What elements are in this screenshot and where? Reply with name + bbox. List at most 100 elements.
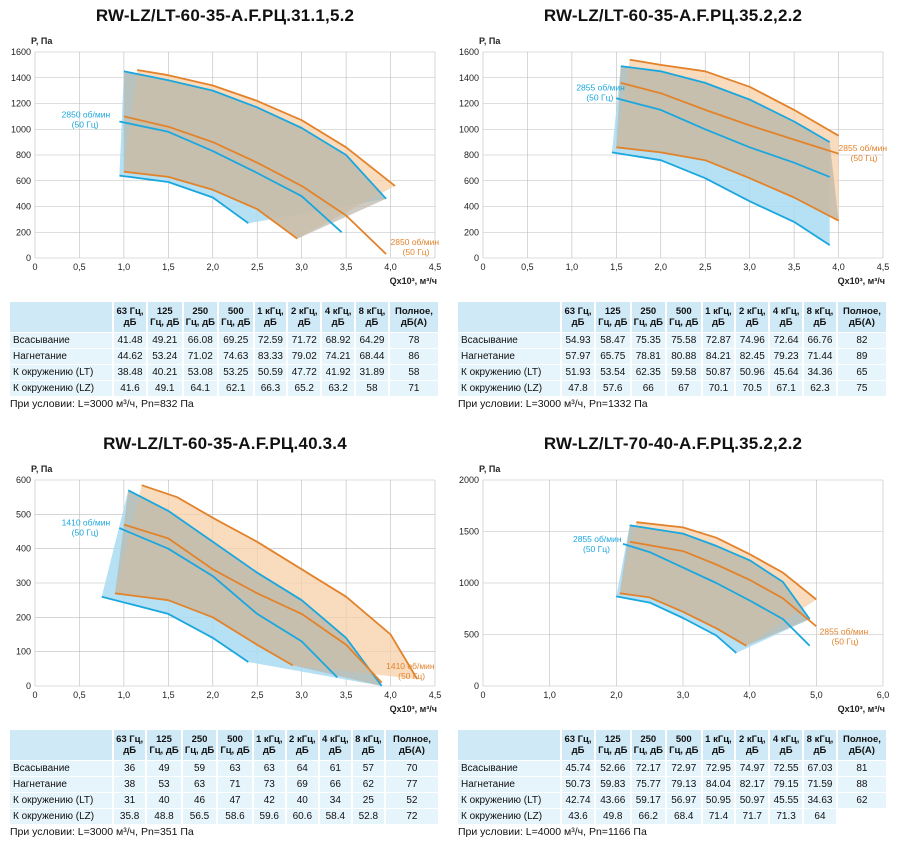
table-cell: 78.81 bbox=[631, 348, 667, 364]
table-cell: 68.4 bbox=[667, 808, 703, 824]
table-header: 250 Гц, дБ bbox=[631, 302, 667, 332]
table-cell: 84.21 bbox=[702, 348, 737, 364]
table-cell: 71.59 bbox=[804, 776, 838, 792]
table-cell: 47 bbox=[218, 792, 254, 808]
table-cell: 71 bbox=[218, 776, 254, 792]
table-cell: 63 bbox=[253, 760, 287, 776]
table-cell: 74.96 bbox=[736, 332, 771, 348]
table-cell: 72.55 bbox=[770, 760, 805, 776]
x-tick-label: 1,0 bbox=[566, 262, 579, 272]
table-row: К окружению (LZ) 35.8 48.8 56.5 58.6 59.6 60.6… bbox=[10, 808, 440, 824]
acoustic-table: 63 Гц, дБ 125 Гц, дБ 250 Гц, дБ 500 Гц, дБ 1… bbox=[458, 302, 888, 396]
y-tick-label: 0 bbox=[26, 681, 31, 691]
condition-note: При условии: L=3000 м³/ч, Pn=832 Па bbox=[10, 398, 194, 410]
orange-freq-label: (50 Гц) bbox=[403, 247, 430, 257]
table-cell: 75.77 bbox=[631, 776, 667, 792]
x-tick-label: 1,5 bbox=[162, 262, 175, 272]
table-cell: 42 bbox=[253, 792, 287, 808]
table-cell: 75.58 bbox=[667, 332, 703, 348]
x-tick-label: 3,0 bbox=[295, 262, 308, 272]
chart-title: RW-LZ/LT-60-35-A.F.РЦ.35.2,2.2 bbox=[543, 6, 803, 25]
table-cell: 65.75 bbox=[596, 348, 632, 364]
table-cell: 52 bbox=[385, 792, 440, 808]
row-label: К окружению (LT) bbox=[10, 792, 114, 808]
y-tick-label: 800 bbox=[16, 150, 31, 160]
table-cell: 50.95 bbox=[702, 792, 737, 808]
table-cell: 62.1 bbox=[219, 380, 255, 396]
x-axis-label: Qx10³, м³/ч bbox=[390, 276, 437, 286]
table-cell: 74.21 bbox=[322, 348, 357, 364]
condition-note: При условии: L=3000 м³/ч, Pn=1332 Па bbox=[458, 398, 648, 410]
table-corner bbox=[10, 302, 114, 332]
orange-freq-label: (50 Гц) bbox=[851, 153, 878, 163]
x-tick-label: 2,0 bbox=[610, 690, 623, 700]
table-cell: 77 bbox=[385, 776, 440, 792]
table-cell: 78 bbox=[389, 332, 440, 348]
orange-curve-1 bbox=[141, 484, 418, 680]
chart-panel-4: RW-LZ/LT-70-40-A.F.РЦ.35.2,2.2 0 1,0 2,0 3,… bbox=[458, 428, 889, 838]
table-row: Нагнетание 50.73 59.83 75.77 79.13 84.04 82.17… bbox=[458, 776, 888, 792]
table-cell: 41.6 bbox=[114, 380, 148, 396]
table-header: 8 кГц, дБ bbox=[804, 302, 838, 332]
table-cell: 72.17 bbox=[631, 760, 667, 776]
table-cell: 59.17 bbox=[631, 792, 667, 808]
table-cell: 35.8 bbox=[114, 808, 148, 824]
table-cell: 63 bbox=[218, 760, 254, 776]
table-cell: 45.64 bbox=[770, 364, 805, 380]
table-row: Нагнетание 44.62 53.24 71.02 74.63 83.33 79.02… bbox=[10, 348, 440, 364]
blue-speed-label: 2850 об/мин bbox=[62, 110, 111, 120]
table-cell: 62 bbox=[837, 792, 888, 808]
table-header: 2 кГц, дБ bbox=[736, 730, 771, 760]
y-tick-label: 1400 bbox=[11, 73, 31, 83]
x-tick-label: 4,5 bbox=[877, 262, 890, 272]
x-tick-label: 0 bbox=[32, 690, 37, 700]
table-cell: 34.63 bbox=[804, 792, 838, 808]
table-row: К окружению (LZ) 43.6 49.8 66.2 68.4 71.4 71.7… bbox=[458, 808, 888, 824]
table-cell: 89 bbox=[837, 348, 888, 364]
table-cell: 66.76 bbox=[804, 332, 838, 348]
table-corner bbox=[458, 730, 562, 760]
x-tick-label: 4,5 bbox=[429, 690, 442, 700]
x-tick-label: 4,0 bbox=[832, 262, 845, 272]
row-label: Всасывание bbox=[10, 332, 114, 348]
table-row: Всасывание 54.93 58.47 75.35 75.58 72.87 74.96… bbox=[458, 332, 888, 348]
row-label: Всасывание bbox=[458, 332, 562, 348]
table-row: Всасывание 45.74 52.66 72.17 72.97 72.95 74.97… bbox=[458, 760, 888, 776]
orange-freq-label: (50 Гц) bbox=[832, 637, 859, 647]
table-cell: 41.92 bbox=[322, 364, 357, 380]
table-cell: 72 bbox=[385, 808, 440, 824]
table-cell: 58.4 bbox=[319, 808, 353, 824]
y-tick-label: 200 bbox=[16, 227, 31, 237]
x-tick-label: 3,5 bbox=[788, 262, 801, 272]
table-row: К окружению (LT) 42.74 43.66 59.17 56.97 50.9… bbox=[458, 792, 888, 808]
table-header: 500 Гц, дБ bbox=[667, 302, 703, 332]
x-tick-label: 2,0 bbox=[207, 690, 220, 700]
table-row: К окружению (LT) 38.48 40.21 53.08 53.25 50.5… bbox=[10, 364, 440, 380]
table-cell: 66 bbox=[319, 776, 353, 792]
orange-curve-2 bbox=[123, 523, 383, 684]
x-tick-label: 4,0 bbox=[384, 690, 397, 700]
y-tick-label: 0 bbox=[474, 253, 479, 263]
x-tick-label: 2,5 bbox=[251, 262, 264, 272]
table-header: 2 кГц, дБ bbox=[736, 302, 771, 332]
table-cell: 43.66 bbox=[596, 792, 632, 808]
row-label: К окружению (LZ) bbox=[458, 808, 562, 824]
chart-title: RW-LZ/LT-70-40-A.F.РЦ.35.2,2.2 bbox=[543, 434, 803, 453]
row-label: К окружению (LT) bbox=[458, 792, 562, 808]
orange-curve-3 bbox=[123, 170, 298, 240]
x-axis-label: Qx10³, м³/ч bbox=[390, 704, 437, 714]
table-header: 4 кГц, дБ bbox=[319, 730, 353, 760]
x-tick-label: 2,0 bbox=[207, 262, 220, 272]
chart-title: RW-LZ/LT-60-35-A.F.РЦ.31.1,5.2 bbox=[95, 6, 355, 25]
table-cell: 64.1 bbox=[183, 380, 219, 396]
table-cell: 84.04 bbox=[702, 776, 737, 792]
table-header: 500 Гц, дБ bbox=[667, 730, 703, 760]
table-header: Полное, дБ(А) bbox=[837, 302, 888, 332]
blue-curve-2 bbox=[119, 527, 338, 679]
table-header: Полное, дБ(А) bbox=[389, 302, 440, 332]
table-header: 4 кГц, дБ bbox=[770, 730, 805, 760]
table-cell: 52.8 bbox=[352, 808, 386, 824]
blue-freq-label: (50 Гц) bbox=[72, 527, 99, 537]
table-cell: 44.62 bbox=[114, 348, 148, 364]
y-tick-label: 200 bbox=[464, 227, 479, 237]
